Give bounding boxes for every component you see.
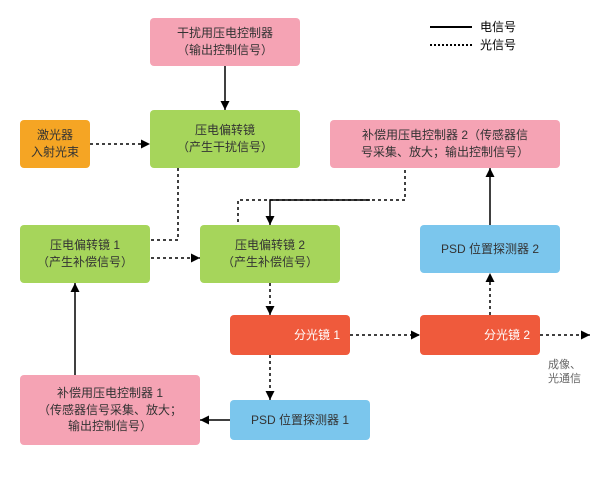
node-comp1-line1: （传感器信号采集、放大； (38, 402, 182, 419)
node-laser-line1: 入射光束 (31, 144, 79, 161)
node-comp1-line2: 输出控制信号） (68, 418, 152, 435)
node-psd2-line0: PSD 位置探测器 2 (441, 241, 539, 258)
node-mirror1: 压电偏转镜 1（产生补偿信号） (20, 225, 150, 283)
legend-solid-line (430, 26, 472, 28)
node-psd1-line0: PSD 位置探测器 1 (251, 412, 349, 429)
node-ctrl-top: 干扰用压电控制器（输出控制信号） (150, 18, 300, 66)
node-split2-line0: 分光镜 2 (484, 327, 530, 344)
node-mirror2-line0: 压电偏转镜 2 (235, 237, 305, 254)
annotation-0-line0: 成像、 (548, 358, 581, 372)
legend-solid: 电信号 (430, 18, 516, 35)
legend-dotted: 光信号 (430, 36, 516, 53)
node-mirror0-line1: （产生干扰信号） (177, 139, 273, 156)
node-comp1-line0: 补偿用压电控制器 1 (57, 385, 163, 402)
legend-dotted-label: 光信号 (480, 36, 516, 53)
node-comp1: 补偿用压电控制器 1（传感器信号采集、放大；输出控制信号） (20, 375, 200, 445)
node-mirror0: 压电偏转镜（产生干扰信号） (150, 110, 300, 168)
node-comp2-line1: 号采集、放大；输出控制信号） (361, 144, 529, 161)
node-psd2: PSD 位置探测器 2 (420, 225, 560, 273)
node-psd1: PSD 位置探测器 1 (230, 400, 370, 440)
edge-13 (270, 200, 370, 225)
annotation-0-line1: 光通信 (548, 372, 581, 386)
node-mirror2: 压电偏转镜 2（产生补偿信号） (200, 225, 340, 283)
node-mirror1-line0: 压电偏转镜 1 (50, 237, 120, 254)
node-split1: 分光镜 1 (230, 315, 350, 355)
node-mirror1-line1: （产生补偿信号） (37, 254, 133, 271)
node-ctrl-top-line0: 干扰用压电控制器 (177, 25, 273, 42)
node-split1-line0: 分光镜 1 (294, 327, 340, 344)
node-comp2: 补偿用压电控制器 2（传感器信号采集、放大；输出控制信号） (330, 120, 560, 168)
annotation-0: 成像、光通信 (548, 358, 581, 387)
node-mirror2-line1: （产生补偿信号） (222, 254, 318, 271)
legend-solid-label: 电信号 (480, 18, 516, 35)
legend-dotted-line (430, 44, 472, 46)
node-laser-line0: 激光器 (37, 127, 73, 144)
node-split2: 分光镜 2 (420, 315, 540, 355)
node-laser: 激光器入射光束 (20, 120, 90, 168)
node-ctrl-top-line1: （输出控制信号） (177, 42, 273, 59)
node-mirror0-line0: 压电偏转镜 (195, 122, 255, 139)
node-comp2-line0: 补偿用压电控制器 2（传感器信 (362, 127, 528, 144)
